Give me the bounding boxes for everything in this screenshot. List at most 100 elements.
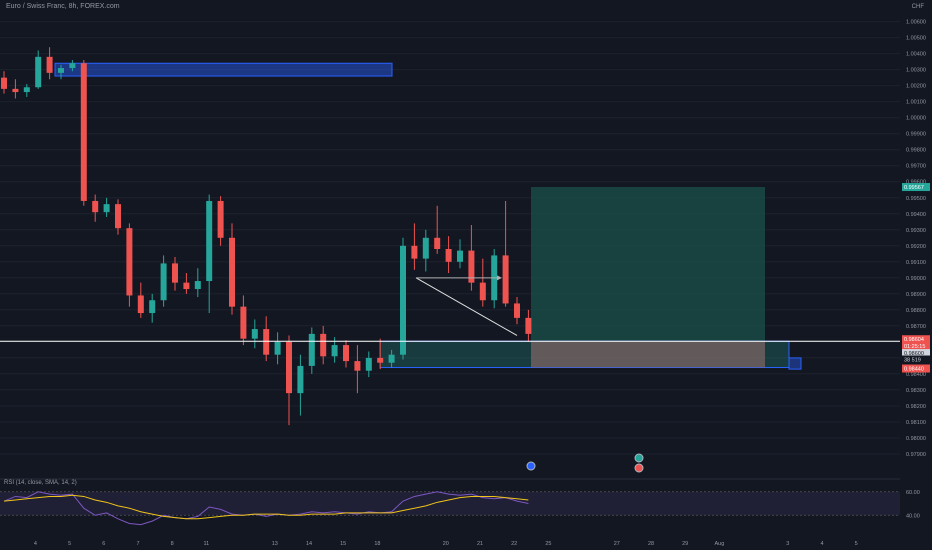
candle-body: [251, 329, 258, 339]
stop-loss-zone: [531, 341, 765, 368]
y-tick-label: 0.99800: [906, 148, 926, 154]
y-tick-label: 0.99600: [906, 180, 926, 186]
candle-body: [525, 317, 532, 334]
x-tick-label: 14: [306, 541, 312, 547]
candle-body: [217, 200, 224, 238]
candle-body: [1, 77, 7, 89]
candle-body: [411, 245, 418, 259]
x-tick-label: 5: [855, 541, 858, 547]
x-tick-label: Aug: [715, 541, 725, 547]
x-tick-label: 6: [102, 541, 105, 547]
candle-body: [434, 237, 441, 250]
x-tick-label: 7: [136, 541, 139, 547]
x-tick-label: 21: [477, 541, 483, 547]
candle-body: [388, 354, 395, 363]
candle-body: [160, 263, 167, 301]
countdown-tag-bg: [902, 342, 930, 351]
x-tick-label: 5: [68, 541, 71, 547]
candle-body: [377, 357, 384, 363]
y-tick-label: 0.99300: [906, 228, 926, 234]
y-tick-label: 1.00600: [906, 20, 926, 26]
y-tick-label: 0.99500: [906, 196, 926, 202]
event-marker-icon: [634, 463, 644, 473]
x-tick-label: 27: [614, 541, 620, 547]
candle-body: [468, 250, 475, 283]
candle-body: [80, 63, 87, 201]
x-tick-label: 28: [648, 541, 654, 547]
price-axis: 1.00600 1.00500 1.00400 1.00300 1.00200 1.001…: [906, 20, 926, 458]
y-tick-label: 0.99400: [906, 212, 926, 218]
candle-body: [354, 361, 361, 371]
candle-body: [240, 306, 247, 339]
x-tick-label: 25: [545, 541, 551, 547]
candle-body: [103, 204, 110, 213]
x-tick-label: 20: [443, 541, 449, 547]
x-tick-label: 18: [374, 541, 380, 547]
x-tick-label: 8: [171, 541, 174, 547]
candle-body: [343, 345, 349, 362]
candle-body: [194, 281, 201, 290]
entry-price-tag-bg: [902, 364, 930, 373]
arrow-head: [497, 275, 502, 281]
y-tick-label: 0.99700: [906, 164, 926, 170]
rsi-band: [0, 491, 900, 516]
tp-price-tag-bg: [902, 183, 930, 192]
y-tick-label: 0.98200: [906, 404, 926, 410]
y-tick-label: 0.98100: [906, 420, 926, 426]
y-tick-label: 0.98400: [906, 372, 926, 378]
candle-body: [35, 56, 42, 88]
candle-body: [92, 200, 99, 213]
chart-title: Euro / Swiss Franc, 8h, FOREX.com: [6, 3, 120, 10]
drawings-layer: [0, 275, 900, 473]
y-tick-label: 1.00000: [906, 116, 926, 122]
y-tick-label: 1.00100: [906, 100, 926, 106]
candle-body: [286, 341, 292, 394]
zone-price-tag: 0.98600: [904, 351, 924, 357]
y-tick-label: 0.98900: [906, 292, 926, 298]
zone-price-tag-bg: [902, 349, 930, 358]
trendline: [415, 277, 518, 336]
candle-body: [365, 357, 372, 371]
y-tick-label: 0.98800: [906, 308, 926, 314]
candle-body: [400, 245, 406, 355]
candle-body: [172, 263, 178, 283]
time-axis: 4 5 6 7 8 11 13 14 15 18 20 21 22 25 27 28 29 Aug 3 4 5: [34, 541, 858, 547]
take-profit-zone: [531, 187, 765, 342]
candle-body: [229, 237, 235, 307]
y-tick-label: 0.98000: [906, 436, 926, 442]
candle-body: [297, 365, 304, 394]
candle-body: [58, 68, 64, 73]
candle-body: [308, 333, 315, 366]
y-tick-label: 0.99900: [906, 132, 926, 138]
x-tick-label: 11: [204, 541, 210, 547]
event-marker-icon: [526, 461, 536, 471]
rsi-ma-line: [3, 494, 529, 520]
last-price-tag-bg: [902, 335, 930, 344]
x-tick-label: 4: [820, 541, 823, 547]
candle-body: [514, 303, 520, 318]
candle-body: [137, 295, 144, 314]
y-tick-label: 0.98300: [906, 388, 926, 394]
candle-body: [274, 341, 281, 355]
rsi-legend: RSI (14, close, SMA, 14, 2): [4, 480, 77, 486]
candle-body: [183, 282, 190, 290]
drawing-zones: [54, 62, 802, 370]
zone-extension: [788, 357, 802, 370]
x-tick-label: 4: [34, 541, 37, 547]
candle-body: [206, 200, 213, 282]
x-tick-label: 3: [786, 541, 789, 547]
candle-body: [126, 228, 133, 296]
zone-size-tag: 38 519: [904, 358, 921, 364]
x-tick-label: 13: [272, 541, 278, 547]
currency-label: CHF: [911, 4, 924, 10]
event-marker-icon: [634, 453, 644, 463]
rsi-line: [3, 491, 529, 526]
rsi-tick-label: 40.00: [906, 513, 920, 519]
y-tick-label: 1.00300: [906, 68, 926, 74]
candle-body: [69, 63, 76, 69]
supply-zone-rect: [54, 62, 393, 77]
x-tick-label: 22: [511, 541, 517, 547]
countdown-tag: 01:25:15: [904, 344, 925, 350]
